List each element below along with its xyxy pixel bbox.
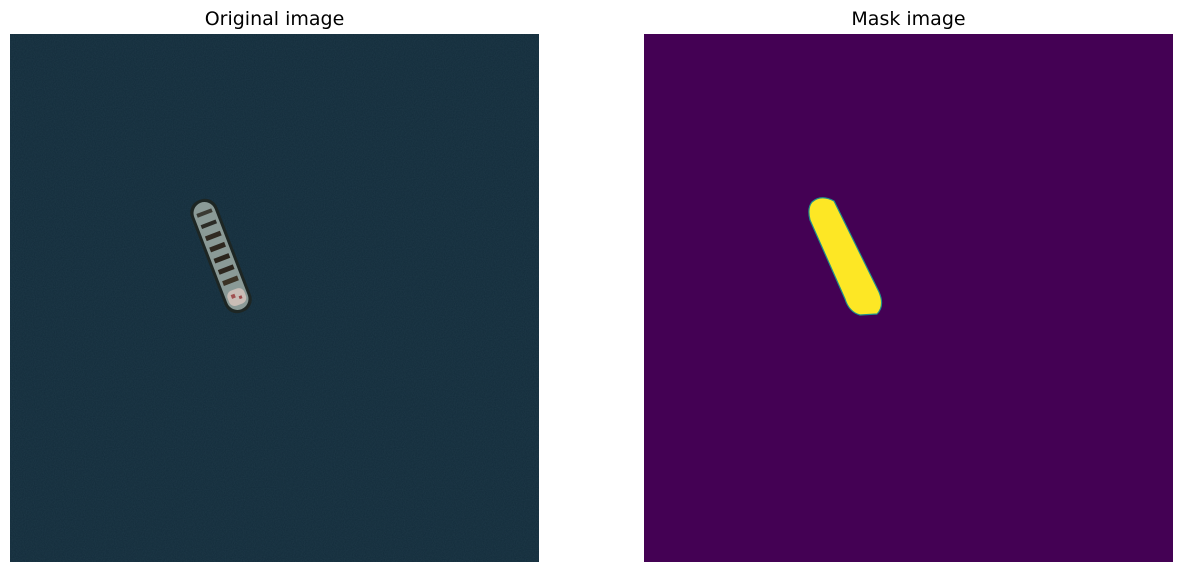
mask-background xyxy=(644,34,1173,562)
mask-image-panel xyxy=(644,34,1173,562)
original-image xyxy=(10,34,539,562)
ship-wake xyxy=(257,353,279,427)
original-image-title: Original image xyxy=(204,8,345,30)
ship-deckhouse xyxy=(227,288,247,307)
ship xyxy=(190,198,279,427)
original-image-panel xyxy=(10,34,539,562)
ship-mask xyxy=(808,197,883,316)
sea-texture xyxy=(10,34,539,562)
mask-image-title: Mask image xyxy=(851,8,966,30)
mask-image xyxy=(644,34,1173,562)
